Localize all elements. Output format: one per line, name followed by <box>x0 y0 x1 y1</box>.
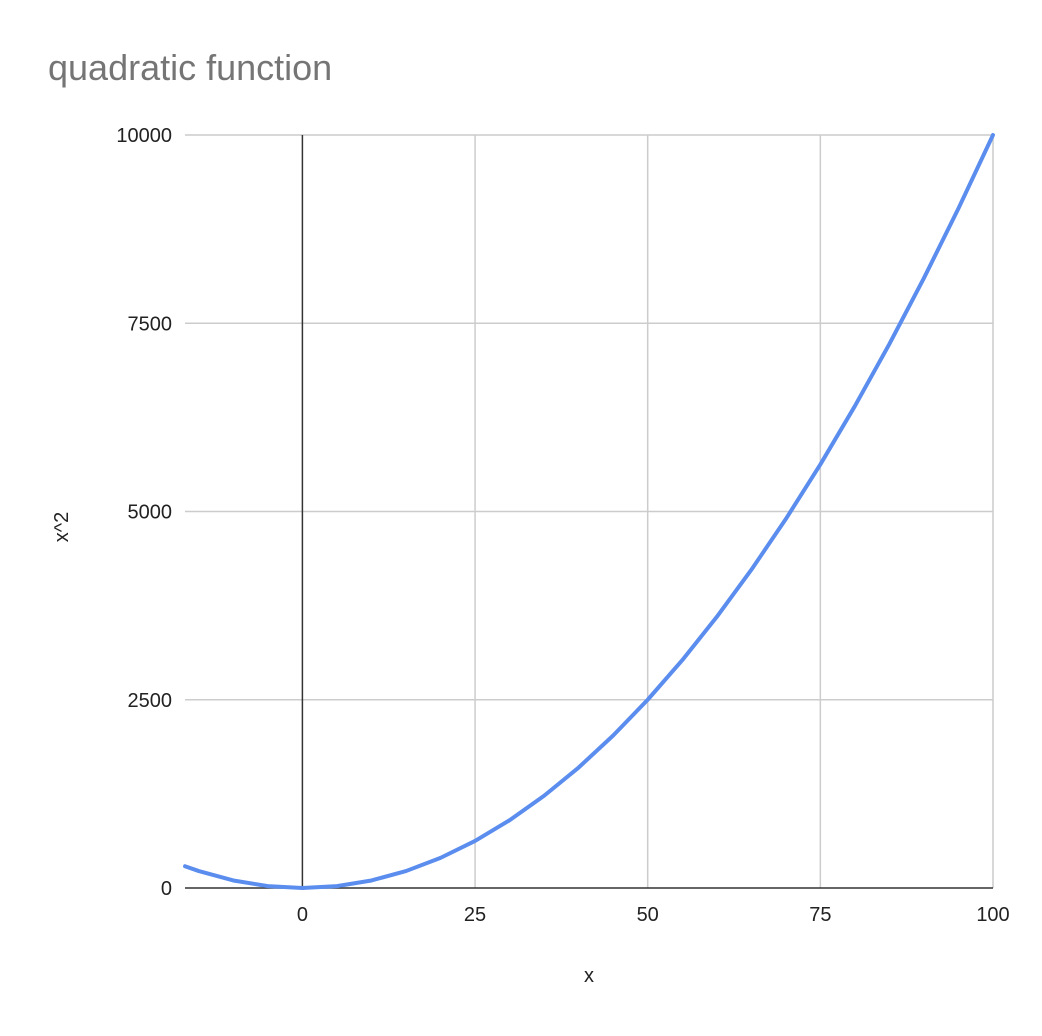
y-axis-title: x^2 <box>51 512 73 543</box>
y-tick-label: 5000 <box>128 502 173 524</box>
y-tick-label: 0 <box>161 878 172 900</box>
tick-labels: 0 2500 5000 7500 10000 0 25 50 75 100 <box>116 125 1009 926</box>
x-tick-label: 25 <box>464 904 486 926</box>
y-tick-label: 10000 <box>116 125 172 147</box>
y-tick-label: 7500 <box>128 313 173 335</box>
x-tick-label: 0 <box>297 904 308 926</box>
x-tick-label: 75 <box>809 904 831 926</box>
x-tick-label: 100 <box>976 904 1009 926</box>
x-tick-label: 50 <box>637 904 659 926</box>
x-axis-title: x <box>584 965 594 987</box>
series-line <box>183 133 995 890</box>
chart-title: quadratic function <box>48 47 332 88</box>
grid <box>185 134 994 888</box>
y-tick-label: 2500 <box>128 690 173 712</box>
series-layer <box>183 133 995 890</box>
